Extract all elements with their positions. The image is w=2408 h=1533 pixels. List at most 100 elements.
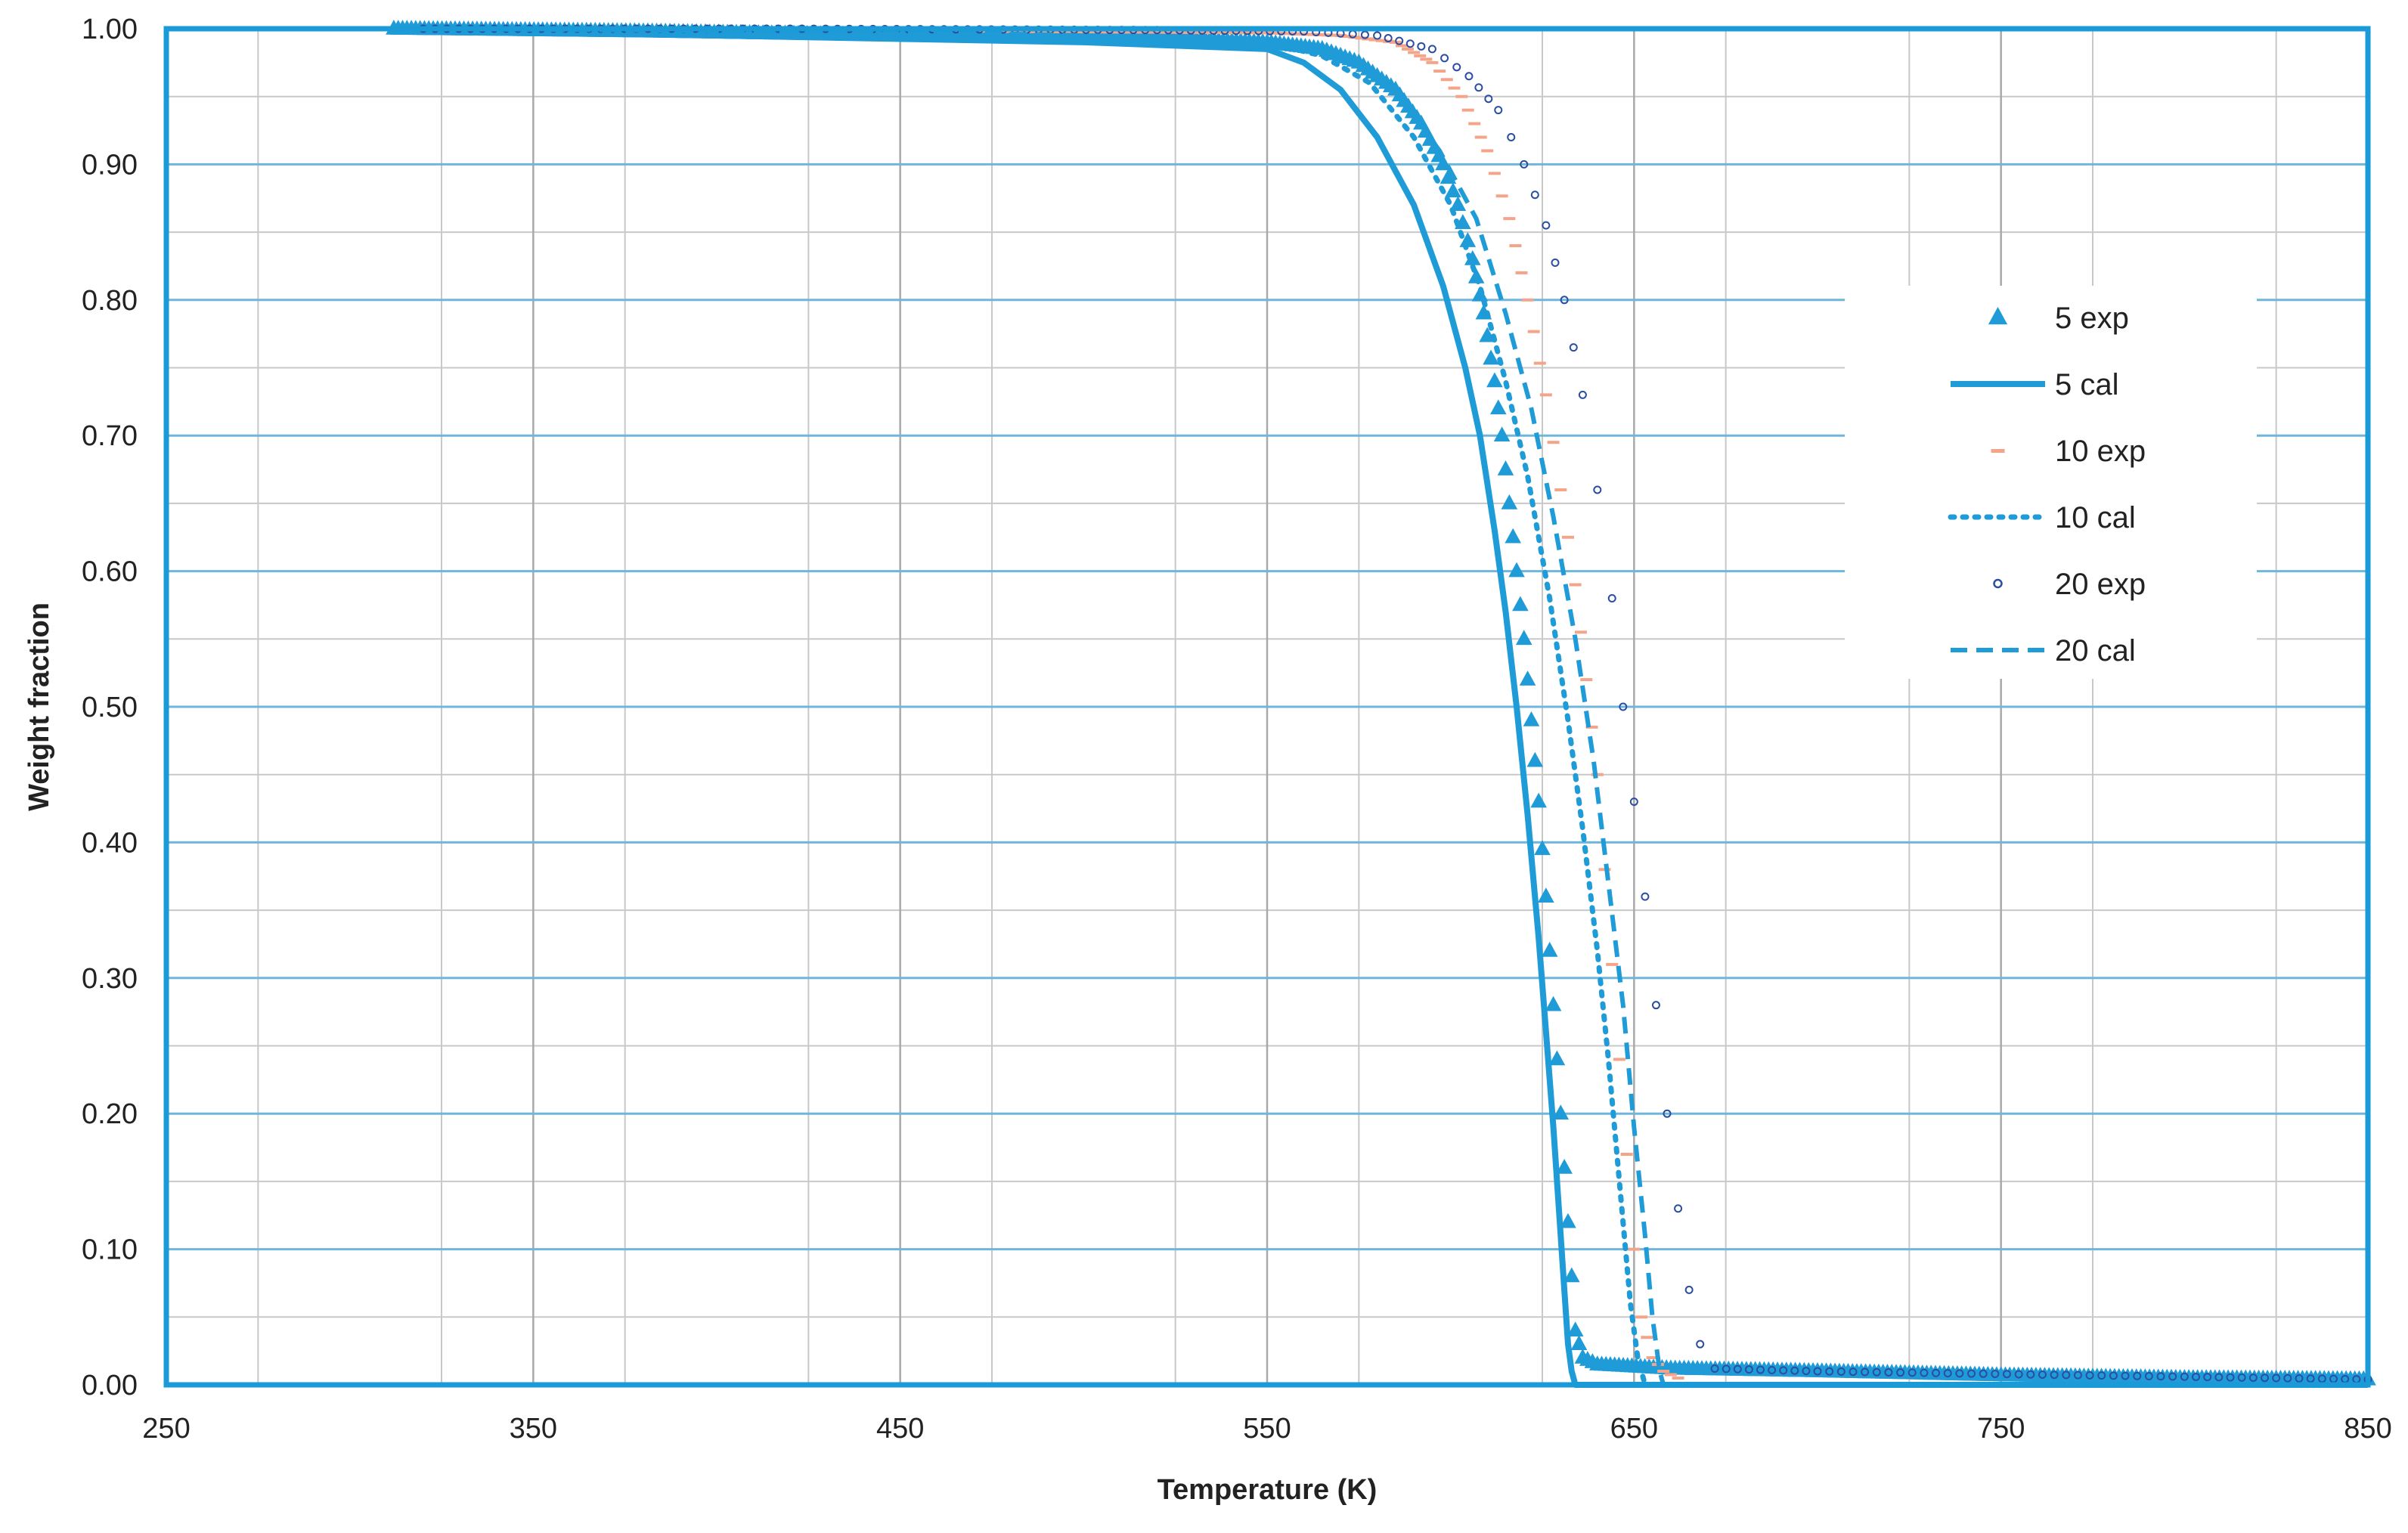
data-point-10-exp xyxy=(1056,29,1069,33)
data-point-20-exp xyxy=(2261,1374,2269,1383)
data-point-10-exp xyxy=(1635,1315,1648,1319)
data-point-20-exp xyxy=(1484,94,1493,104)
data-point-10-exp xyxy=(1070,30,1083,34)
data-point-20-exp xyxy=(2109,1371,2118,1380)
data-point-10-exp xyxy=(1037,29,1049,33)
legend: 5 exp 5 cal 10 exp 10 cal 20 exp 20 cal xyxy=(1845,286,2257,679)
data-point-20-exp xyxy=(1907,1368,1917,1377)
series-line-5-cal xyxy=(393,26,2368,1388)
data-point-20-exp xyxy=(1696,1339,1705,1349)
data-point-20-exp xyxy=(1884,1367,1893,1377)
legend-item: 10 exp xyxy=(1991,435,2146,468)
data-point-20-exp xyxy=(1932,1368,1941,1377)
data-point-20-exp xyxy=(1722,1364,1731,1374)
data-point-20-exp xyxy=(2226,1373,2235,1382)
y-tick-label: 0.40 xyxy=(82,827,138,859)
data-point-20-exp xyxy=(1619,702,1628,711)
data-point-5-exp xyxy=(1519,670,1536,686)
data-point-20-exp xyxy=(1674,1204,1683,1213)
data-point-10-exp xyxy=(1175,30,1188,34)
data-point-5-exp xyxy=(1563,1267,1580,1283)
data-point-10-exp xyxy=(1420,57,1433,61)
data-point-20-exp xyxy=(1955,1369,1964,1378)
series-line-20-cal xyxy=(393,26,2368,1387)
data-point-10-exp xyxy=(1294,33,1307,36)
data-point-20-exp xyxy=(1452,63,1461,72)
data-point-20-exp xyxy=(1663,1109,1672,1118)
data-point-20-exp xyxy=(1405,39,1415,48)
data-point-20-exp xyxy=(1967,1369,1976,1378)
data-point-20-exp xyxy=(1494,106,1503,115)
data-point-20-exp xyxy=(1651,1001,1660,1010)
data-point-20-exp xyxy=(1813,1367,1822,1376)
data-point-20-exp xyxy=(1836,1367,1846,1377)
data-point-10-exp xyxy=(997,29,1010,33)
data-point-5-exp xyxy=(1548,1050,1566,1066)
data-point-10-exp xyxy=(1355,36,1368,40)
data-point-5-exp xyxy=(1515,630,1533,646)
data-point-20-exp xyxy=(1629,797,1638,807)
data-point-10-exp xyxy=(1533,361,1546,365)
data-point-10-exp xyxy=(1481,149,1494,153)
data-point-10-exp xyxy=(1554,488,1567,491)
series-line-10-cal xyxy=(391,26,2371,1388)
data-point-10-exp xyxy=(1474,135,1487,139)
data-point-20-exp xyxy=(1979,1369,1988,1378)
data-point-20-exp xyxy=(2272,1374,2281,1383)
data-point-20-exp xyxy=(1578,390,1587,399)
data-point-20-exp xyxy=(2085,1370,2094,1380)
y-tick-label: 0.70 xyxy=(82,420,138,452)
data-point-5-exp xyxy=(1567,1321,1584,1337)
data-point-20-exp xyxy=(2180,1372,2189,1381)
data-point-20-exp xyxy=(2050,1370,2059,1380)
legend-item: 5 exp xyxy=(1988,302,2129,335)
data-point-20-exp xyxy=(1684,1285,1694,1294)
data-point-20-exp xyxy=(1417,42,1426,51)
data-point-20-exp xyxy=(1542,221,1551,230)
data-point-5-exp xyxy=(1449,196,1467,212)
legend-swatch-5-exp xyxy=(1988,307,2008,325)
legend-background xyxy=(1845,286,2257,679)
data-point-10-exp xyxy=(1641,1336,1653,1339)
data-point-20-exp xyxy=(1802,1367,1811,1376)
data-point-5-exp xyxy=(1505,528,1521,544)
legend-item: 20 exp xyxy=(1993,568,2146,601)
data-point-10-exp xyxy=(1195,30,1207,34)
data-point-10-exp xyxy=(1043,29,1056,33)
legend-label: 5 exp xyxy=(2055,302,2129,335)
data-point-5-exp xyxy=(1570,1335,1588,1350)
data-point-20-exp xyxy=(2317,1374,2326,1383)
data-point-10-exp xyxy=(1672,1377,1684,1380)
data-point-5-exp xyxy=(1552,1104,1570,1120)
legend-item: 20 cal xyxy=(1951,634,2136,667)
data-point-10-exp xyxy=(1328,33,1340,37)
data-point-20-exp xyxy=(1991,1370,2000,1379)
data-point-20-exp xyxy=(1861,1367,1870,1377)
data-point-20-exp xyxy=(1733,1364,1742,1374)
data-point-10-exp xyxy=(1123,30,1136,34)
data-point-10-exp xyxy=(1375,39,1388,42)
data-point-20-exp xyxy=(1849,1367,1858,1377)
data-point-20-exp xyxy=(2133,1371,2142,1380)
data-point-20-exp xyxy=(1474,83,1483,92)
data-point-20-exp xyxy=(1384,34,1393,43)
data-point-10-exp xyxy=(1574,630,1587,634)
series-layer xyxy=(386,20,2376,1388)
data-point-20-exp xyxy=(1427,45,1436,54)
data-point-10-exp xyxy=(1561,535,1574,539)
data-point-5-exp xyxy=(1497,460,1514,475)
data-point-5-exp xyxy=(1445,182,1461,198)
data-point-20-exp xyxy=(2283,1374,2292,1383)
data-point-10-exp xyxy=(1215,31,1228,35)
data-point-20-exp xyxy=(1744,1365,1753,1374)
data-point-20-exp xyxy=(1560,296,1569,305)
data-point-10-exp xyxy=(1495,194,1508,198)
data-point-20-exp xyxy=(1520,159,1529,169)
data-point-5-exp xyxy=(1534,840,1551,856)
legend-label: 20 exp xyxy=(2055,568,2146,601)
data-point-5-exp xyxy=(1523,711,1540,726)
major-gridlines xyxy=(166,29,2368,1385)
data-point-5-exp xyxy=(1493,426,1511,441)
